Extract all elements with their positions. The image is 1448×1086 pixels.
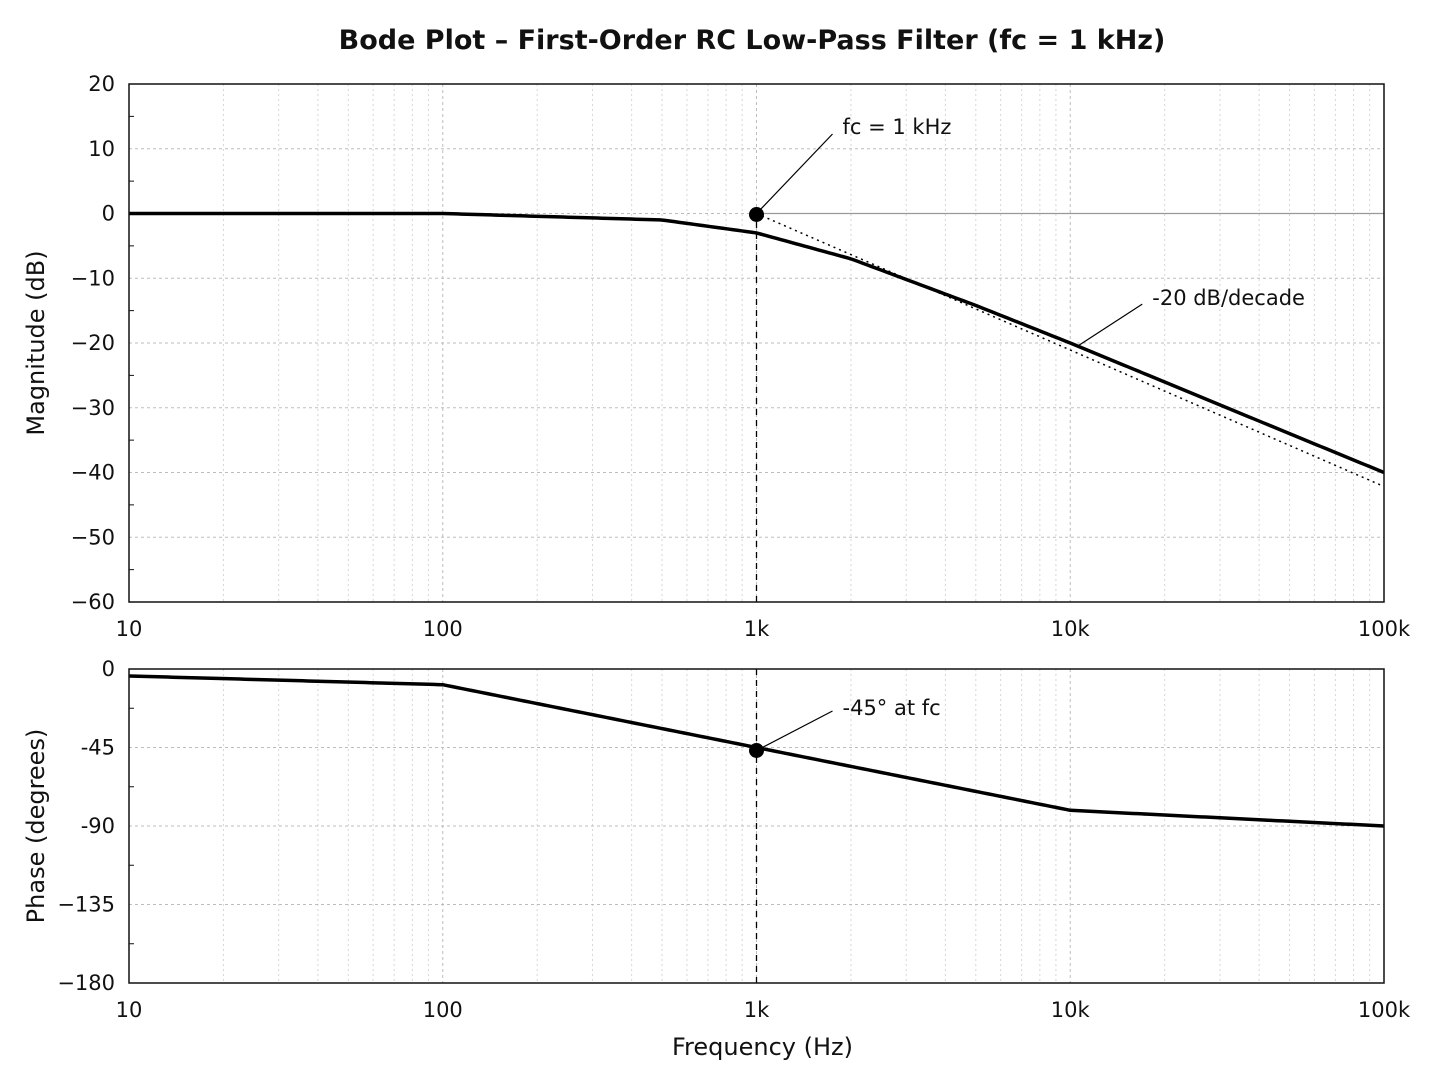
magnitude-y-tick-label: −50	[71, 525, 115, 549]
x-axis-label: Frequency (Hz)	[672, 1033, 853, 1061]
magnitude-asymptote-line	[756, 212, 1385, 488]
magnitude-y-tick-label: 20	[88, 72, 115, 96]
magnitude-x-tick-label: 10	[116, 617, 143, 641]
phase-x-tick-label: 100	[423, 998, 463, 1022]
phase-y-tick-label: -45	[81, 736, 115, 760]
magnitude-y-tick-label: −20	[71, 331, 115, 355]
phase-y-axis-label: Phase (degrees)	[22, 729, 50, 924]
phase-x-tick-labels: 10 100 1k 10k 100k	[116, 998, 1411, 1022]
phase-annotation-leader	[760, 710, 833, 750]
magnitude-y-axis-label: Magnitude (dB)	[22, 250, 50, 435]
phase-x-tick-label: 100k	[1358, 998, 1411, 1022]
phase-annotation: -45° at fc	[843, 696, 941, 720]
magnitude-x-tick-label: 1k	[744, 617, 770, 641]
magnitude-y-tick-label: −10	[71, 266, 115, 290]
magnitude-x-tick-label: 100	[423, 617, 463, 641]
magnitude-y-tick-label: −30	[71, 396, 115, 420]
phase-y-tick-label: −180	[57, 971, 115, 995]
phase-y-tick-label: −135	[57, 893, 115, 917]
phase-y-tick-labels: 0 -45 -90 −135 −180	[57, 657, 115, 995]
slope-annotation: -20 dB/decade	[1152, 286, 1305, 310]
chart-title: Bode Plot – First-Order RC Low-Pass Filt…	[339, 25, 1166, 56]
phase-x-tick-label: 10	[116, 998, 143, 1022]
phase-y-tick-label: 0	[102, 657, 115, 681]
magnitude-grid	[129, 84, 1384, 602]
magnitude-curve	[129, 211, 1385, 475]
slope-annotation-leader	[1075, 303, 1143, 348]
magnitude-x-tick-label: 10k	[1051, 617, 1091, 641]
cutoff-annotation-leader	[758, 133, 833, 212]
phase-x-tick-label: 10k	[1051, 998, 1091, 1022]
magnitude-y-tick-label: −40	[71, 461, 115, 485]
phase-panel: -45° at fc 0 -45 -90 −135 −180 10 100 1k 10k 100…	[22, 657, 1411, 1061]
magnitude-panel: fc = 1 kHz -20 dB/decade 20100−10−20−30−…	[22, 72, 1411, 641]
magnitude-plot-frame	[128, 83, 1385, 603]
magnitude-y-tick-label: 0	[102, 202, 115, 226]
magnitude-x-tick-labels: 10 100 1k 10k 100k	[116, 617, 1411, 641]
cutoff-annotation: fc = 1 kHz	[843, 115, 952, 139]
phase-cutoff-point	[749, 743, 764, 758]
magnitude-y-tick-label: 10	[88, 137, 115, 161]
magnitude-y-tick-label: −60	[71, 590, 115, 614]
phase-y-tick-label: -90	[81, 814, 115, 838]
magnitude-y-tick-labels: 20 10 0 −10 −20 −30 −40 −50 −60	[71, 72, 115, 614]
magnitude-cutoff-point	[749, 207, 764, 222]
phase-plot-frame	[128, 668, 1385, 984]
phase-x-tick-label: 1k	[744, 998, 770, 1022]
magnitude-x-tick-label: 100k	[1358, 617, 1411, 641]
